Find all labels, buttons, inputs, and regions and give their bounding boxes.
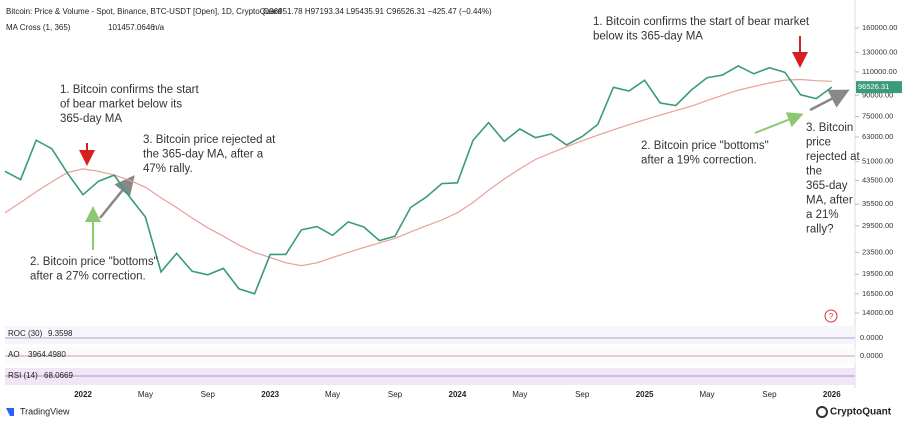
annotation: rejected at: [806, 151, 861, 163]
annotation: 1. Bitcoin confirms the start of bear ma…: [593, 16, 810, 28]
annotation: 2. Bitcoin price "bottoms": [30, 256, 158, 268]
indicator-axis-label: 0.0000: [860, 333, 883, 342]
footer-left: TradingView: [20, 406, 70, 416]
annotation: 1. Bitcoin confirms the start: [60, 84, 199, 96]
y-tick-label: 160000.00: [862, 23, 897, 32]
annotation: below its 365-day MA: [593, 31, 703, 43]
y-tick-label: 75000.00: [862, 112, 893, 121]
cryptoquant-logo: [816, 406, 828, 418]
x-tick-label: Sep: [575, 390, 590, 399]
x-tick-label: May: [325, 390, 340, 399]
y-tick-label: 35500.00: [862, 199, 893, 208]
tradingview-logo: [6, 408, 14, 416]
indicator-axis-label: 0.0000: [860, 351, 883, 360]
ohlc: O96951.78 H97193.34 L95435.91 C96526.31 …: [263, 7, 492, 16]
annotation: 365-day: [806, 180, 848, 192]
annotation: rally?: [806, 224, 833, 236]
green-arrow: [754, 112, 804, 134]
x-tick-label: May: [512, 390, 527, 399]
annotation: 2. Bitcoin price "bottoms": [641, 140, 769, 152]
annotation: after a 27% correction.: [30, 271, 146, 283]
indicator-name: RSI (14): [8, 371, 38, 380]
x-tick-label: 2026: [823, 390, 841, 399]
last-price-tag: [856, 81, 902, 94]
y-tick-label: 43500.00: [862, 175, 893, 184]
annotation: 3. Bitcoin price rejected at: [143, 134, 276, 146]
x-tick-label: 2023: [261, 390, 279, 399]
x-tick-label: 2024: [449, 390, 467, 399]
y-tick-label: 63000.00: [862, 132, 893, 141]
y-tick-label: 23500.00: [862, 247, 893, 256]
ma-label: MA Cross (1, 365): [6, 23, 71, 32]
y-tick-label: 51000.00: [862, 157, 893, 166]
indicator-value: 68.0669: [44, 371, 73, 380]
annotation: of bear market below its: [60, 99, 182, 111]
header-title: Bitcoin: Price & Volume - Spot, Binance,…: [6, 7, 282, 16]
ma-value: 101457.0646: [108, 23, 155, 32]
annotation: after a 19% correction.: [641, 155, 757, 167]
x-tick-label: May: [699, 390, 714, 399]
indicator-name: AO: [8, 350, 20, 359]
annotation: MA, after: [806, 195, 853, 207]
annotation: a 21%: [806, 209, 839, 221]
last-price-label: 96526.31: [858, 82, 889, 91]
help-icon[interactable]: [824, 309, 838, 323]
y-tick-label: 16500.00: [862, 289, 893, 298]
x-tick-label: 2025: [636, 390, 654, 399]
x-tick-label: 2022: [74, 390, 92, 399]
x-tick-label: May: [138, 390, 153, 399]
annotation: the: [806, 166, 822, 178]
ma-na: n/a: [153, 23, 165, 32]
annotation: price: [806, 137, 831, 149]
y-tick-label: 29500.00: [862, 221, 893, 230]
y-tick-label: 90000.00: [862, 90, 893, 99]
annotation: 47% rally.: [143, 163, 193, 175]
x-tick-label: Sep: [762, 390, 777, 399]
indicator-value: 3964.4980: [28, 350, 66, 359]
help-icon-mark: ?: [829, 312, 834, 321]
indicator-value: 9.3598: [48, 329, 73, 338]
price-line: [4, 64, 833, 295]
ma-line: [4, 78, 832, 267]
y-tick-label: 14000.00: [862, 308, 893, 317]
x-tick-label: Sep: [388, 390, 403, 399]
y-tick-label: 130000.00: [862, 47, 897, 56]
gray-arrow: [99, 175, 135, 219]
y-tick-label: 110000.00: [862, 67, 897, 76]
annotation: 365-day MA: [60, 113, 122, 125]
x-tick-label: Sep: [201, 390, 216, 399]
roc-panel: [5, 326, 855, 344]
gray-arrow: [809, 89, 850, 112]
indicator-name: ROC (30): [8, 329, 43, 338]
annotation: the 365-day MA, after a: [143, 149, 264, 161]
annotation: 3. Bitcoin: [806, 122, 853, 134]
y-tick-label: 19500.00: [862, 269, 893, 278]
footer-right: CryptoQuant: [830, 407, 892, 418]
